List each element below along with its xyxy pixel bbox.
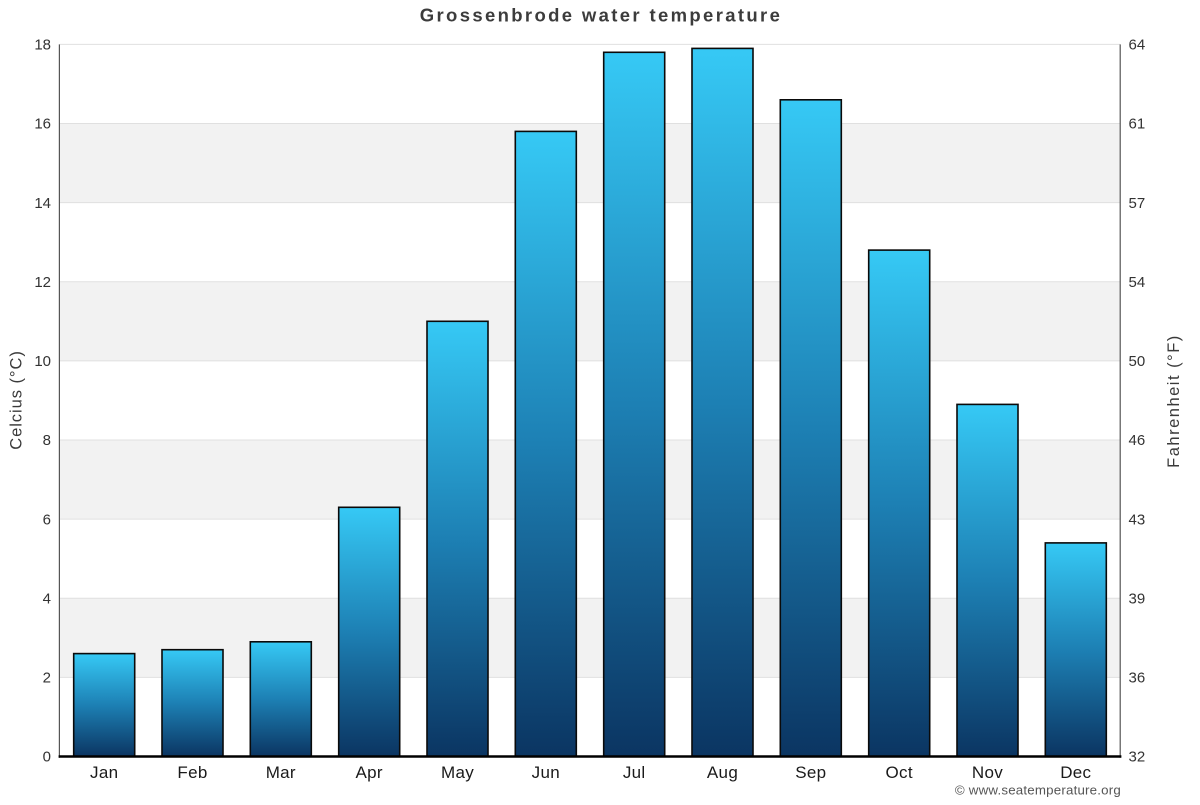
svg-text:39: 39 — [1129, 591, 1146, 608]
svg-text:64: 64 — [1129, 37, 1146, 54]
svg-text:© www.seatemperature.org: © www.seatemperature.org — [955, 783, 1121, 798]
svg-text:16: 16 — [34, 116, 51, 133]
svg-text:May: May — [441, 763, 474, 782]
svg-text:8: 8 — [43, 432, 51, 449]
svg-text:46: 46 — [1129, 432, 1146, 449]
svg-text:54: 54 — [1129, 274, 1146, 291]
svg-text:Feb: Feb — [177, 763, 207, 782]
svg-text:Grossenbrode water temperature: Grossenbrode water temperature — [420, 5, 782, 26]
svg-text:10: 10 — [34, 353, 51, 370]
svg-text:32: 32 — [1129, 749, 1146, 766]
svg-text:Jan: Jan — [90, 763, 118, 782]
svg-text:Oct: Oct — [886, 763, 913, 782]
svg-text:Apr: Apr — [356, 763, 383, 782]
svg-text:Fahrenheit (°F): Fahrenheit (°F) — [1165, 334, 1183, 468]
svg-text:2: 2 — [43, 670, 51, 687]
svg-text:36: 36 — [1129, 670, 1146, 687]
svg-text:18: 18 — [34, 37, 51, 54]
svg-text:14: 14 — [34, 195, 51, 212]
svg-text:Nov: Nov — [972, 763, 1003, 782]
svg-text:Dec: Dec — [1060, 763, 1091, 782]
svg-text:Mar: Mar — [266, 763, 296, 782]
svg-text:Aug: Aug — [707, 763, 738, 782]
svg-text:12: 12 — [34, 274, 51, 291]
svg-text:57: 57 — [1129, 195, 1146, 212]
svg-text:61: 61 — [1129, 116, 1146, 133]
svg-text:Jun: Jun — [532, 763, 560, 782]
svg-text:Sep: Sep — [795, 763, 826, 782]
svg-text:Celcius (°C): Celcius (°C) — [8, 350, 26, 450]
svg-text:43: 43 — [1129, 511, 1146, 528]
svg-text:0: 0 — [43, 749, 51, 766]
svg-text:6: 6 — [43, 511, 51, 528]
svg-text:Jul: Jul — [623, 763, 646, 782]
svg-text:4: 4 — [43, 591, 51, 608]
svg-text:50: 50 — [1129, 353, 1146, 370]
